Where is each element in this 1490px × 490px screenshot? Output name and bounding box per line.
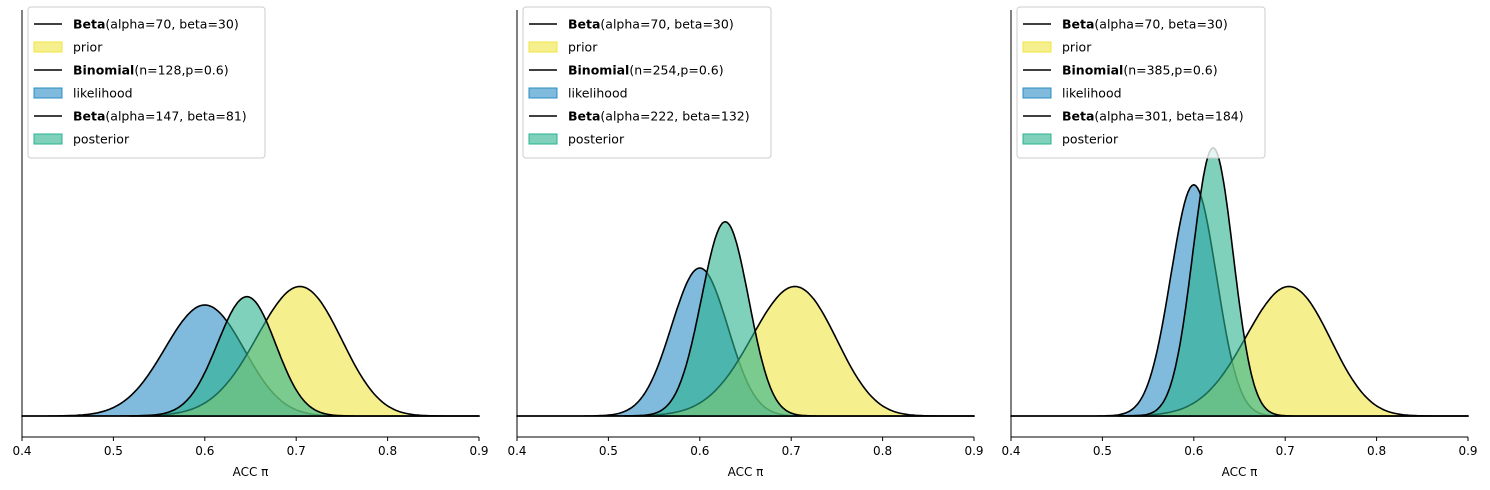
legend-entry-distribution: Beta(alpha=222, beta=132)	[568, 109, 750, 124]
x-tick-label: 0.4	[507, 444, 526, 458]
legend-swatch-likelihood	[528, 87, 558, 99]
legend-entry-posterior: posterior	[568, 132, 625, 147]
legend-entry-distribution: Binomial(n=254,p=0.6)	[568, 63, 724, 78]
posterior-area	[1118, 147, 1469, 417]
legend-entry-distribution: Beta(alpha=70, beta=30)	[73, 17, 239, 32]
x-tick-label: 0.7	[782, 444, 801, 458]
legend: Beta(alpha=70, beta=30) prior Binomial(n=3…	[1016, 6, 1266, 159]
x-tick-label: 0.9	[964, 444, 983, 458]
legend-entry-distribution: Binomial(n=128,p=0.6)	[73, 63, 229, 78]
x-tick-label: 0.6	[195, 444, 214, 458]
legend-entry-distribution: Beta(alpha=70, beta=30)	[568, 17, 734, 32]
chart-panel-3: 0.4 0.5 0.6 0.7 0.8 0.9 ACC π Beta(alpha=70, be…	[1001, 6, 1478, 479]
x-tick-label: 0.6	[690, 444, 709, 458]
x-tick-label: 0.8	[378, 444, 397, 458]
x-tick-label: 0.6	[1184, 444, 1203, 458]
x-tick-label: 0.7	[1276, 444, 1295, 458]
legend-swatch-likelihood	[33, 87, 63, 99]
x-axis-label: ACC π	[233, 465, 269, 479]
legend: Beta(alpha=70, beta=30) prior Binomial(n=1…	[27, 6, 266, 159]
legend-frame	[27, 6, 266, 159]
x-tick-label: 0.9	[469, 444, 488, 458]
legend-entry-distribution: Beta(alpha=301, beta=184)	[1062, 109, 1244, 124]
legend-entry-prior: prior	[1062, 40, 1092, 55]
x-tick-label: 0.7	[287, 444, 306, 458]
x-tick-label: 0.5	[1093, 444, 1112, 458]
x-axis-label: ACC π	[1222, 465, 1258, 479]
legend-entry-prior: prior	[568, 40, 598, 55]
legend-entry-likelihood: likelihood	[1062, 86, 1122, 101]
legend-entry-likelihood: likelihood	[73, 86, 133, 101]
x-tick-label: 0.4	[1001, 444, 1020, 458]
legend-entry-distribution: Binomial(n=385,p=0.6)	[1062, 63, 1218, 78]
legend-entry-likelihood: likelihood	[568, 86, 628, 101]
legend-swatch-prior	[33, 41, 63, 53]
legend-entry-distribution: Beta(alpha=70, beta=30)	[1062, 17, 1228, 32]
legend-swatch-prior	[1022, 41, 1052, 53]
x-tick-label: 0.5	[104, 444, 123, 458]
x-tick-label: 0.4	[12, 444, 31, 458]
legend-entry-prior: prior	[73, 40, 103, 55]
legend-swatch-posterior	[1022, 133, 1052, 145]
legend-frame	[1016, 6, 1266, 159]
legend-entry-posterior: posterior	[73, 132, 130, 147]
chart-panel-1: 0.4 0.5 0.6 0.7 0.8 0.9 ACC π Beta(alpha=70, be…	[12, 6, 489, 479]
legend-swatch-posterior	[528, 133, 558, 145]
chart-panel-2: 0.4 0.5 0.6 0.7 0.8 0.9 ACC π Beta(alpha=70, be…	[507, 6, 984, 479]
legend-entry-posterior: posterior	[1062, 132, 1119, 147]
posterior-area	[129, 295, 480, 417]
legend: Beta(alpha=70, beta=30) prior Binomial(n=2…	[522, 6, 772, 159]
x-tick-label: 0.5	[599, 444, 618, 458]
x-tick-label: 0.8	[1367, 444, 1386, 458]
legend-entry-distribution: Beta(alpha=147, beta=81)	[73, 109, 247, 124]
legend-frame	[522, 6, 772, 159]
legend-swatch-prior	[528, 41, 558, 53]
x-axis-label: ACC π	[728, 465, 764, 479]
x-tick-label: 0.9	[1458, 444, 1477, 458]
legend-swatch-likelihood	[1022, 87, 1052, 99]
x-tick-label: 0.8	[873, 444, 892, 458]
legend-swatch-posterior	[33, 133, 63, 145]
posterior-area	[624, 221, 975, 417]
